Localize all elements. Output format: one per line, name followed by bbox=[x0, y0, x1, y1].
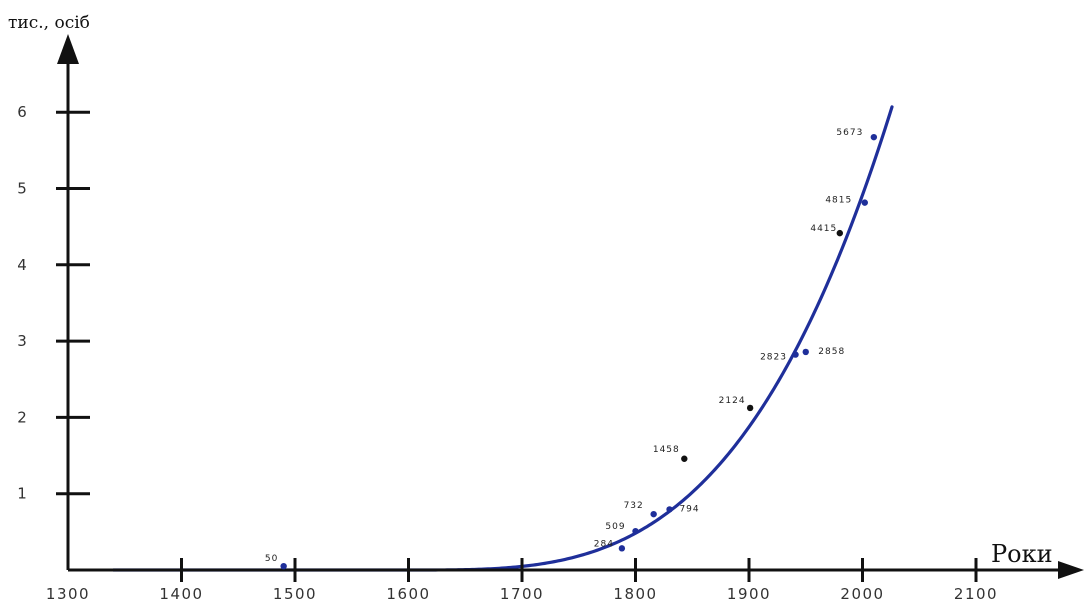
data-label-284: 284 bbox=[594, 539, 614, 549]
y-tick-label-3: 3 bbox=[17, 332, 27, 350]
data-label-732: 732 bbox=[624, 501, 644, 511]
x-tick-label-1600: 1600 bbox=[386, 585, 430, 603]
y-tick-label-2: 2 bbox=[17, 408, 27, 426]
data-label-2823: 2823 bbox=[760, 353, 787, 363]
y-tick-label-5: 5 bbox=[17, 180, 27, 198]
x-tick-label-1300: 1300 bbox=[46, 585, 90, 603]
data-point-509 bbox=[632, 527, 639, 535]
data-point-4415 bbox=[836, 229, 843, 237]
data-point-2124 bbox=[746, 404, 754, 412]
y-axis-arrow bbox=[57, 34, 79, 64]
x-tick-label-1400: 1400 bbox=[159, 585, 203, 603]
data-point-732 bbox=[650, 510, 657, 518]
data-label-794: 794 bbox=[679, 504, 699, 514]
data-point-794 bbox=[666, 506, 673, 513]
y-axis-title: тис., осіб bbox=[8, 13, 90, 33]
data-point-284 bbox=[618, 545, 626, 552]
data-label-509: 509 bbox=[605, 522, 625, 532]
y-tick-label-6: 6 bbox=[17, 103, 27, 121]
x-tick-label-2100: 2100 bbox=[954, 585, 998, 603]
data-point-4815 bbox=[861, 199, 868, 206]
data-point-5673 bbox=[870, 133, 878, 141]
x-tick-label-1700: 1700 bbox=[500, 585, 544, 603]
x-tick-label-1900: 1900 bbox=[727, 585, 771, 603]
data-label-2858: 2858 bbox=[818, 347, 845, 357]
x-tick-label-2000: 2000 bbox=[840, 585, 884, 603]
data-label-1458: 1458 bbox=[653, 445, 680, 455]
y-tick-label-4: 4 bbox=[17, 256, 27, 274]
data-label-4815: 4815 bbox=[825, 196, 852, 206]
x-tick-label-1800: 1800 bbox=[613, 585, 657, 603]
data-label-2124: 2124 bbox=[719, 396, 746, 406]
x-axis-title: Роки bbox=[991, 540, 1053, 568]
data-point-2823 bbox=[792, 351, 799, 358]
data-point-50 bbox=[280, 562, 287, 570]
x-axis-arrow bbox=[1058, 561, 1084, 579]
growth-curve bbox=[111, 105, 894, 572]
data-label-5673: 5673 bbox=[836, 128, 863, 138]
data-point-2858 bbox=[802, 348, 809, 356]
y-tick-label-1: 1 bbox=[17, 485, 27, 503]
data-label-50: 50 bbox=[265, 554, 278, 564]
data-label-4415: 4415 bbox=[810, 224, 837, 234]
data-point-1458 bbox=[681, 455, 688, 462]
x-tick-label-1500: 1500 bbox=[273, 585, 317, 603]
